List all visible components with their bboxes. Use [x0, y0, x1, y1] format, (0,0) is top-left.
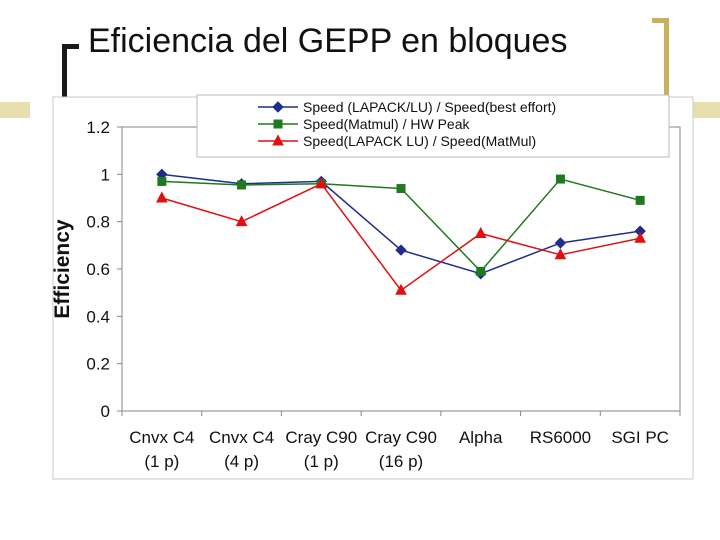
series-2-point [635, 195, 645, 205]
series-3-point [395, 283, 407, 295]
y-axis-title: Efficiency [51, 219, 74, 319]
series-2-point [396, 184, 406, 194]
title-bracket-right [652, 18, 669, 101]
y-tick-label: 1.2 [86, 118, 110, 137]
x-tick-label: SGI PC [611, 428, 669, 447]
series-3-point [235, 215, 248, 227]
y-tick-label: 0.4 [86, 307, 110, 326]
y-tick-label: 0.6 [86, 260, 110, 279]
x-tick-label: Cray C90 [285, 428, 357, 447]
legend-marker-2 [273, 119, 283, 129]
series-2-point [555, 174, 565, 184]
legend-label-2: Speed(Matmul) / HW Peak [303, 116, 470, 132]
series-3-point [554, 248, 567, 260]
series-3-point [474, 226, 487, 238]
x-tick-sublabel: (1 p) [144, 452, 179, 471]
chart-area-frame [52, 96, 694, 480]
series-3-point [315, 177, 328, 189]
y-tick-label: 0.8 [86, 213, 110, 232]
legend-marker-3 [272, 134, 284, 146]
series-1-point [554, 237, 567, 249]
series-1-point [395, 244, 407, 256]
legend-label-1: Speed (LAPACK/LU) / Speed(best effort) [303, 99, 556, 115]
x-tick-label: Cray C90 [365, 428, 437, 447]
series-2-point [476, 266, 486, 276]
x-tick-sublabel: (4 p) [224, 452, 259, 471]
x-tick-label: Cnvx C4 [209, 428, 274, 447]
title-bracket-left [62, 44, 79, 106]
accent-rule-left [0, 102, 30, 118]
y-tick-label: 1 [101, 165, 110, 184]
accent-rule-right [690, 102, 720, 118]
x-tick-sublabel: (1 p) [304, 452, 339, 471]
legend-marker-1 [272, 101, 284, 113]
legend-label-3: Speed(LAPACK LU) / Speed(MatMul) [303, 133, 536, 149]
x-tick-label: Alpha [459, 428, 503, 447]
x-tick-sublabel: (16 p) [379, 452, 423, 471]
series-2-point [237, 180, 247, 190]
series-2-point [157, 176, 167, 186]
x-tick-label: RS6000 [530, 428, 591, 447]
series-3-point [156, 191, 168, 203]
slide-title: Eficiencia del GEPP en bloques [88, 22, 568, 60]
series-3-point [634, 231, 646, 243]
y-tick-label: 0 [101, 402, 110, 421]
y-tick-label: 0.2 [86, 355, 110, 374]
x-tick-label: Cnvx C4 [129, 428, 194, 447]
